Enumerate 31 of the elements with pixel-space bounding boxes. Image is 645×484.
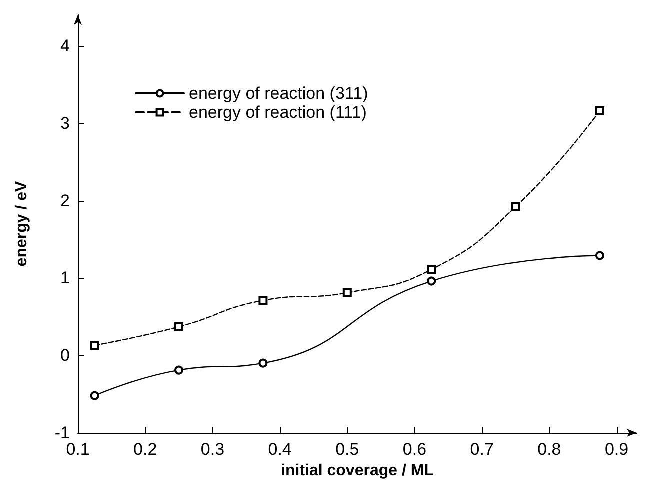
x-tick-label: 0.4 <box>268 440 292 459</box>
point <box>174 322 184 332</box>
y-tick-label: 2 <box>60 191 70 210</box>
point <box>258 358 268 368</box>
x-tick-label: 0.2 <box>134 440 158 459</box>
y-tick-label: -1 <box>54 424 70 442</box>
point <box>427 276 436 286</box>
y-tick-label: 3 <box>60 114 70 133</box>
y-tick-label: 0 <box>60 346 70 366</box>
point <box>174 366 184 375</box>
y-tick-label: 4 <box>60 36 70 56</box>
point <box>342 288 352 298</box>
x-tick-label: 0.7 <box>470 440 494 459</box>
legend-label: energy of reaction (111) <box>189 103 367 122</box>
x-axis-title: initial coverage / ML <box>281 462 434 480</box>
legend-label: energy of reaction (311) <box>189 84 368 103</box>
y-tick-label: 1 <box>60 268 70 288</box>
point <box>90 341 100 350</box>
y-axis-title: energy / eV <box>14 180 30 267</box>
point <box>595 251 604 260</box>
x-tick-label: 0.5 <box>336 440 360 459</box>
x-tick-label: 0.6 <box>402 440 427 459</box>
x-tick-label: 0.3 <box>200 440 225 459</box>
x-tick-label: 0.8 <box>538 440 562 459</box>
point <box>90 391 100 400</box>
point <box>427 265 436 274</box>
point <box>595 106 604 116</box>
x-tick-label: 0.9 <box>604 440 629 459</box>
point <box>258 296 268 306</box>
x-tick-label: 0.1 <box>66 440 90 459</box>
point <box>511 202 520 212</box>
